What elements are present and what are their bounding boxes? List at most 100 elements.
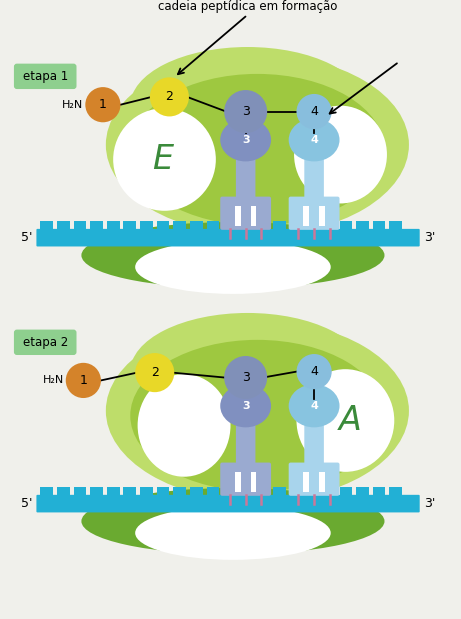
Text: H₂N: H₂N <box>62 100 83 110</box>
Bar <box>57 221 70 231</box>
Bar <box>356 487 369 497</box>
FancyBboxPatch shape <box>304 157 324 202</box>
Bar <box>107 221 119 231</box>
Bar <box>90 487 103 497</box>
Bar <box>223 221 236 231</box>
FancyBboxPatch shape <box>236 157 255 202</box>
Circle shape <box>224 90 267 133</box>
Text: 1: 1 <box>99 98 107 111</box>
Bar <box>303 472 309 492</box>
Bar <box>207 487 219 497</box>
Bar <box>173 487 186 497</box>
Bar <box>390 221 402 231</box>
Bar <box>256 221 269 231</box>
Bar <box>90 221 103 231</box>
Bar <box>124 487 136 497</box>
Text: 2: 2 <box>165 90 173 103</box>
Text: 4: 4 <box>310 365 318 378</box>
Ellipse shape <box>130 74 384 225</box>
Bar <box>323 487 336 497</box>
Text: 3: 3 <box>242 105 249 118</box>
Ellipse shape <box>296 369 394 472</box>
Text: 3: 3 <box>242 401 249 411</box>
Bar <box>173 221 186 231</box>
Bar <box>40 487 53 497</box>
Bar <box>157 487 169 497</box>
FancyBboxPatch shape <box>220 197 271 230</box>
Text: 5': 5' <box>21 497 33 510</box>
Text: cadeia peptídica em formação: cadeia peptídica em formação <box>158 0 337 13</box>
Ellipse shape <box>130 47 365 164</box>
FancyBboxPatch shape <box>220 462 271 496</box>
Text: 3: 3 <box>242 371 249 384</box>
Bar <box>124 221 136 231</box>
Text: 3: 3 <box>242 135 249 145</box>
Ellipse shape <box>220 384 271 427</box>
Circle shape <box>296 94 332 129</box>
Bar <box>235 472 241 492</box>
FancyBboxPatch shape <box>289 197 339 230</box>
Bar <box>273 221 286 231</box>
Ellipse shape <box>220 118 271 162</box>
Ellipse shape <box>135 506 331 560</box>
Text: 3': 3' <box>424 497 435 510</box>
Bar <box>190 221 203 231</box>
Text: 4: 4 <box>310 135 318 145</box>
Text: 4: 4 <box>310 401 318 411</box>
Ellipse shape <box>289 384 339 427</box>
Ellipse shape <box>82 222 384 288</box>
FancyBboxPatch shape <box>289 462 339 496</box>
FancyBboxPatch shape <box>304 423 324 469</box>
Ellipse shape <box>106 54 409 235</box>
Bar <box>40 221 53 231</box>
Bar <box>250 472 256 492</box>
Bar <box>207 221 219 231</box>
Bar <box>250 206 256 226</box>
Ellipse shape <box>113 108 216 211</box>
Bar <box>356 221 369 231</box>
Bar <box>57 487 70 497</box>
Ellipse shape <box>294 106 387 204</box>
Text: etapa 1: etapa 1 <box>23 70 68 83</box>
FancyBboxPatch shape <box>36 229 420 246</box>
Bar <box>140 221 153 231</box>
Bar <box>235 206 241 226</box>
Bar <box>240 487 253 497</box>
Bar <box>319 206 325 226</box>
Bar <box>373 221 385 231</box>
Text: 3': 3' <box>424 231 435 244</box>
Bar <box>107 487 119 497</box>
Bar <box>273 487 286 497</box>
Bar <box>140 487 153 497</box>
Bar <box>74 487 86 497</box>
Bar <box>290 487 302 497</box>
Bar <box>306 487 319 497</box>
Bar <box>74 221 86 231</box>
Text: 1: 1 <box>79 374 87 387</box>
Ellipse shape <box>135 240 331 294</box>
Text: 4: 4 <box>310 105 318 118</box>
Circle shape <box>85 87 120 123</box>
Bar <box>303 206 309 226</box>
Ellipse shape <box>130 313 365 430</box>
Bar <box>290 221 302 231</box>
FancyBboxPatch shape <box>14 64 77 89</box>
Bar <box>390 487 402 497</box>
Bar <box>157 221 169 231</box>
Text: etapa 2: etapa 2 <box>23 335 68 348</box>
Bar <box>306 221 319 231</box>
Text: H₂N: H₂N <box>42 376 64 386</box>
Bar <box>323 221 336 231</box>
Ellipse shape <box>289 118 339 162</box>
FancyBboxPatch shape <box>236 423 255 469</box>
Circle shape <box>224 356 267 399</box>
Bar <box>190 487 203 497</box>
Ellipse shape <box>138 374 230 477</box>
FancyBboxPatch shape <box>14 329 77 355</box>
FancyBboxPatch shape <box>36 495 420 513</box>
Text: 5': 5' <box>21 231 33 244</box>
Text: 2: 2 <box>151 366 159 379</box>
Bar <box>240 221 253 231</box>
Ellipse shape <box>82 488 384 555</box>
Circle shape <box>66 363 101 398</box>
